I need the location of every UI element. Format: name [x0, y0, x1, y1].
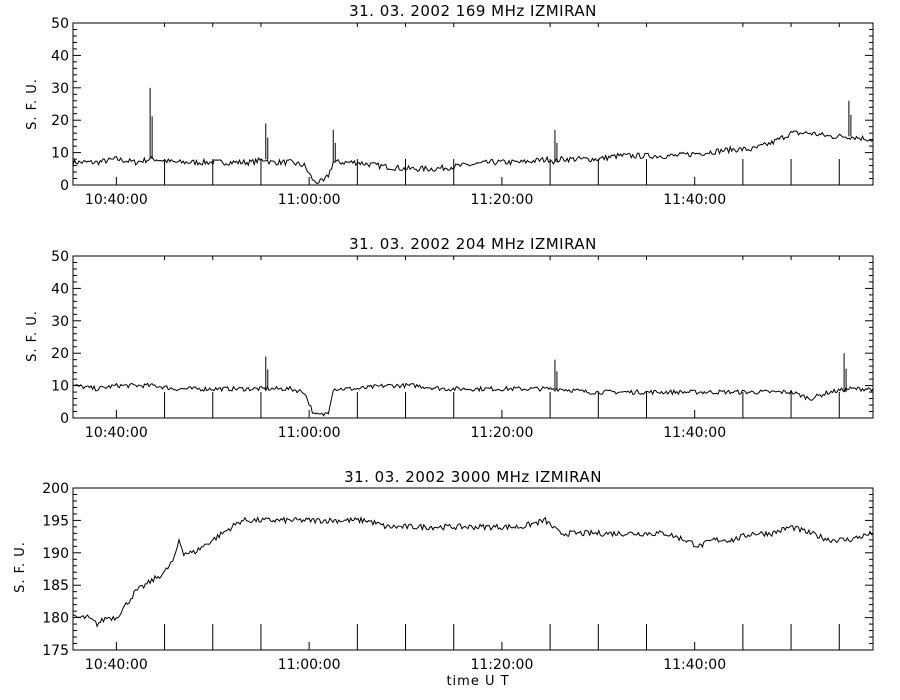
y-tick-label: 20: [51, 346, 69, 362]
x-tick-label: 11:20:00: [470, 425, 533, 441]
x-tick-label: 11:00:00: [278, 425, 341, 441]
y-tick-label: 40: [51, 281, 69, 297]
y-tick-label: 190: [42, 546, 69, 562]
x-tick-label: 10:40:00: [85, 192, 148, 208]
panel-3000mhz: 31. 03. 2002 3000 MHz IZMIRAN S. F. U. 1…: [13, 468, 874, 689]
y-tick-label: 200: [42, 481, 69, 497]
y-tick-label: 50: [51, 16, 69, 32]
y-tick-label: 40: [51, 48, 69, 64]
y-tick-label: 20: [51, 113, 69, 129]
series-group-204mhz: [72, 353, 874, 417]
y-tick-label: 195: [42, 513, 69, 529]
y-axis-label-3000mhz: S. F. U.: [13, 541, 28, 593]
y-axis-label-169mhz: S. F. U.: [25, 78, 40, 130]
y-tick-label: 180: [42, 611, 69, 627]
y-ticks-204mhz: 0 10 20 30 40 50: [51, 249, 873, 427]
chart-title-3000mhz: 31. 03. 2002 3000 MHz IZMIRAN: [344, 468, 602, 486]
x-tick-label: 10:40:00: [85, 657, 148, 673]
y-tick-label: 30: [51, 81, 69, 97]
y-axis-label-204mhz: S. F. U.: [25, 310, 40, 362]
plot-frame-204mhz: [72, 255, 874, 419]
x-tick-label: 11:00:00: [278, 192, 341, 208]
y-tick-label: 30: [51, 314, 69, 330]
panel-169mhz: 31. 03. 2002 169 MHz IZMIRAN S. F. U. 01…: [25, 2, 874, 208]
series-line-3000mhz: [72, 515, 874, 628]
series-group-169mhz: [72, 87, 874, 185]
panel-204mhz: 31. 03. 2002 204 MHz IZMIRAN S. F. U. 01…: [25, 235, 874, 441]
y-ticks-169mhz: 0 10 20 30 40 50: [51, 16, 873, 194]
series-group-3000mhz: [72, 515, 874, 628]
chart-title-169mhz: 31. 03. 2002 169 MHz IZMIRAN: [349, 2, 597, 20]
y-tick-label: 10: [51, 146, 69, 162]
series-line-169mhz: [72, 130, 874, 185]
x-tick-label: 11:40:00: [663, 425, 726, 441]
plot-frame-169mhz: [72, 22, 874, 186]
y-tick-label: 50: [51, 249, 69, 265]
x-ticks-3000mhz: 10:40:00 11:00:00 11:20:00 11:40:00: [85, 624, 840, 673]
x-tick-label: 11:20:00: [470, 192, 533, 208]
y-ticks-3000mhz: 175 180 185 190 195 200: [42, 481, 873, 659]
series-line-204mhz: [72, 382, 874, 417]
x-axis-label-3000mhz: time U T: [446, 674, 509, 689]
y-tick-label: 185: [42, 578, 69, 594]
y-tick-label: 0: [60, 178, 69, 194]
chart-title-204mhz: 31. 03. 2002 204 MHz IZMIRAN: [349, 235, 597, 253]
x-tick-label: 11:00:00: [278, 657, 341, 673]
y-tick-label: 175: [42, 643, 69, 659]
x-tick-label: 10:40:00: [85, 425, 148, 441]
x-ticks-204mhz: 10:40:00 11:00:00 11:20:00 11:40:00: [85, 256, 840, 441]
x-tick-label: 11:20:00: [470, 657, 533, 673]
x-tick-label: 11:40:00: [663, 657, 726, 673]
plot-frame-3000mhz: [72, 487, 874, 651]
x-tick-label: 11:40:00: [663, 192, 726, 208]
y-tick-label: 0: [60, 411, 69, 427]
y-tick-label: 10: [51, 379, 69, 395]
x-ticks-169mhz: 10:40:00 11:00:00 11:20:00 11:40:00: [85, 23, 840, 208]
